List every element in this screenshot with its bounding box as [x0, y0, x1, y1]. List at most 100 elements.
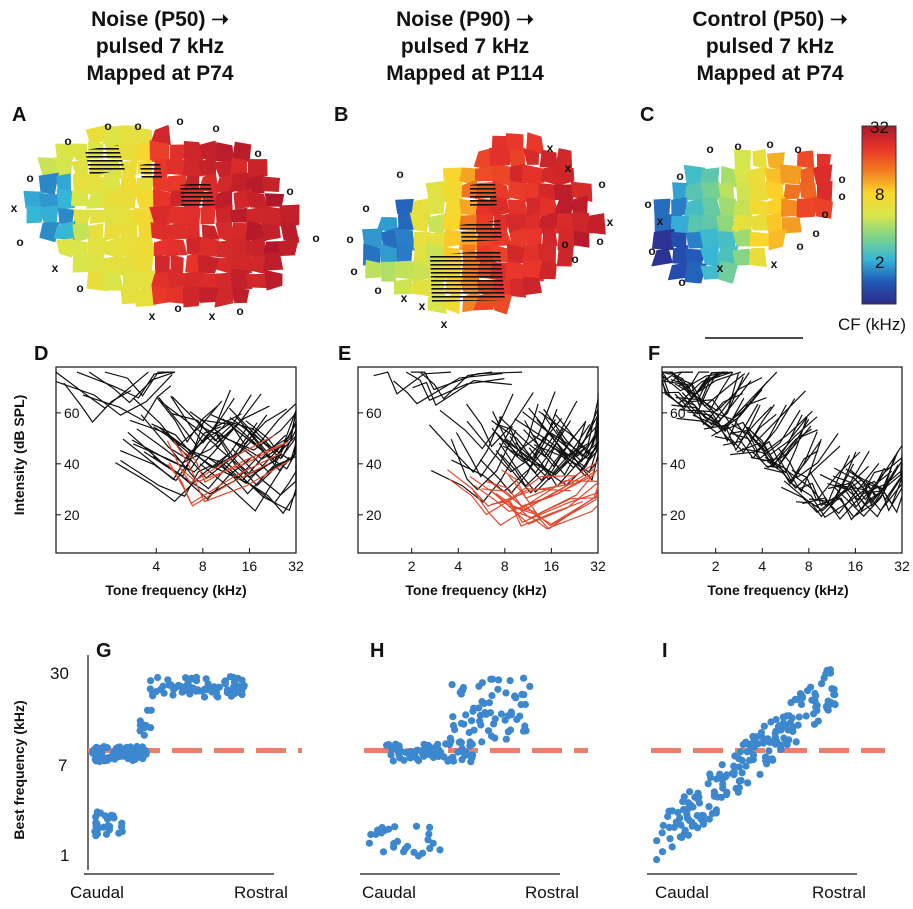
unresponsive-site-marker: o: [16, 235, 23, 249]
unresponsive-site-marker: o: [596, 234, 603, 248]
tuning-curve: [490, 482, 599, 525]
unresponsive-site-marker: o: [678, 275, 685, 289]
tuning-curve: [245, 420, 297, 459]
map-cell: [489, 147, 512, 169]
best-frequency-point: [377, 829, 385, 837]
tuning-curve: [662, 371, 710, 390]
map-cell: [166, 222, 189, 240]
map-cell: [541, 227, 558, 248]
x-label-rostral-h: Rostral: [525, 883, 579, 902]
map-cell: [182, 157, 204, 177]
best-frequency-point: [779, 713, 787, 721]
best-frequency-point: [802, 712, 810, 720]
panel-label-d: D: [34, 343, 49, 365]
y-tick-label: 60: [670, 405, 686, 421]
hatched-region: [140, 162, 162, 180]
map-cell: [262, 252, 284, 271]
best-frequency-point: [495, 676, 503, 684]
tuning-curve: [710, 404, 775, 443]
map-cell: [150, 222, 171, 242]
tuning-curve: [466, 392, 534, 448]
tuning-curve: [514, 408, 599, 457]
x-tick-label: 16: [848, 558, 864, 574]
best-frequency-point: [759, 739, 768, 747]
best-frequency-point: [460, 720, 468, 728]
tuning-curve: [412, 379, 512, 406]
map-cell: [86, 191, 105, 209]
unresponsive-site-marker: o: [676, 169, 683, 183]
best-frequency-point: [731, 752, 739, 760]
tuning-curve: [479, 437, 545, 495]
tuning-curve: [455, 425, 513, 478]
best-frequency-point: [494, 685, 502, 693]
best-frequency-point: [425, 830, 433, 838]
map-cell: [732, 197, 753, 220]
best-frequency-point: [93, 820, 101, 828]
best-frequency-point: [154, 673, 162, 682]
best-frequency-point: [420, 752, 428, 760]
best-frequency-point: [468, 717, 476, 725]
map-cell: [731, 214, 754, 232]
tuning-curve: [104, 371, 174, 397]
best-frequency-point: [653, 837, 661, 845]
best-frequency-point: [735, 777, 743, 785]
best-frequency-point: [666, 835, 674, 843]
best-frequency-point: [430, 749, 438, 757]
map-cell: [201, 224, 220, 241]
best-frequency-point: [413, 754, 421, 762]
map-cell: [505, 260, 526, 281]
tuning-curve: [777, 433, 839, 479]
best-frequency-point: [684, 805, 692, 813]
best-frequency-point: [159, 682, 167, 690]
x-tick-label: 4: [152, 558, 160, 574]
best-frequency-point: [756, 770, 764, 779]
tuning-curve: [781, 463, 855, 514]
best-frequency-point: [118, 827, 126, 836]
non-auditory-site-marker: x: [209, 309, 216, 323]
best-frequency-point: [718, 761, 726, 769]
tuning-curve: [132, 397, 223, 447]
best-frequency-point: [677, 821, 685, 829]
best-frequency-point: [760, 722, 768, 730]
map-cell: [553, 184, 576, 201]
best-frequency-point: [475, 682, 483, 690]
map-cell: [796, 197, 817, 218]
tuning-curve: [524, 420, 587, 468]
map-cell: [150, 124, 171, 146]
tuning-curve: [847, 476, 903, 518]
best-frequency-point: [738, 769, 746, 777]
tuning-curve: [219, 410, 297, 452]
best-frequency-point: [704, 780, 712, 788]
best-frequency-point: [223, 686, 232, 694]
unresponsive-site-marker: o: [766, 137, 773, 151]
best-frequency-point: [436, 846, 444, 854]
map-cell: [73, 209, 93, 226]
best-frequency-point: [730, 762, 738, 770]
best-frequency-point: [391, 823, 399, 831]
tuning-curve: [115, 454, 229, 503]
best-frequency-point: [183, 680, 192, 689]
tuning-curve: [428, 415, 502, 474]
best-frequency-point: [454, 748, 462, 756]
best-frequency-point: [215, 683, 223, 691]
map-cell: [214, 173, 235, 193]
tuning-curve: [808, 451, 857, 507]
map-cell: [120, 160, 138, 178]
best-frequency-point: [488, 675, 497, 683]
map-cell: [507, 199, 528, 218]
map-cell: [748, 198, 770, 215]
best-frequency-point: [103, 744, 111, 752]
best-frequency-point: [818, 680, 826, 688]
tuning-curve: [851, 460, 903, 499]
best-frequency-point: [824, 697, 832, 705]
best-frequency-point: [431, 744, 439, 752]
tuning-curve: [494, 431, 571, 482]
panel-label-i: I: [662, 640, 668, 662]
tuning-curve: [82, 385, 172, 422]
tuning-curve: [816, 468, 896, 518]
best-frequency-point: [388, 746, 396, 754]
panel-label-f: F: [648, 343, 661, 365]
best-frequency-point: [446, 755, 455, 763]
best-frequency-point: [792, 738, 800, 746]
map-cell: [165, 238, 188, 257]
